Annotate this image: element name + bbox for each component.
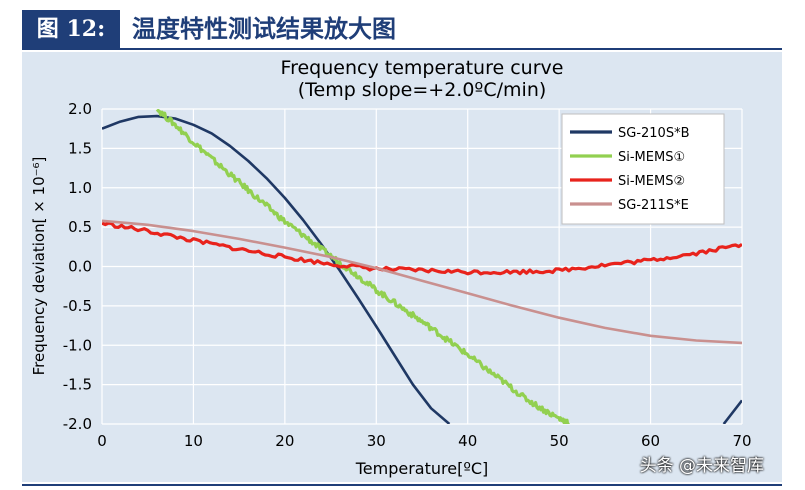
legend-label: SG-210S*B — [618, 126, 690, 141]
legend-label: SG-211S*E — [618, 198, 689, 213]
x-tick-label: 70 — [732, 432, 751, 450]
legend: SG-210S*B Si-MEMS① Si-MEMS② SG-211S*E — [561, 113, 725, 225]
x-tick-label: 0 — [97, 432, 107, 450]
chart-area: Frequency temperature curve (Temp slope=… — [22, 52, 782, 482]
y-tick-label: 2.0 — [68, 100, 92, 118]
x-tick-label: 10 — [184, 432, 203, 450]
frequency-temperature-chart: Frequency temperature curve (Temp slope=… — [30, 57, 752, 478]
y-tick-label: -0.5 — [63, 297, 92, 315]
tick-labels: 0 10 20 30 40 50 60 70 2.0 1.5 1.0 0.5 0.0 -0.5 -1.0 -1… — [63, 100, 752, 450]
series-lines — [102, 109, 742, 424]
bottom-divider — [22, 484, 782, 486]
y-tick-label: -2.0 — [63, 415, 92, 433]
y-axis-label: Frequency deviation[ × 10⁻⁶] — [30, 157, 48, 376]
series-line-2 — [155, 109, 570, 424]
series-line-1 — [102, 114, 451, 424]
y-tick-label: 1.5 — [68, 139, 92, 157]
x-tick-label: 50 — [550, 432, 569, 450]
x-tick-label: 60 — [641, 432, 660, 450]
y-tick-label: -1.0 — [63, 336, 92, 354]
figure-title: 温度特性测试结果放大图 — [132, 14, 396, 43]
x-tick-label: 30 — [367, 432, 386, 450]
legend-label: Si-MEMS② — [618, 174, 685, 189]
y-tick-label: 1.0 — [68, 179, 92, 197]
series-line-4 — [102, 219, 742, 345]
series-line-1 — [722, 399, 742, 424]
x-tick-label: 40 — [458, 432, 477, 450]
y-tick-label: 0.5 — [68, 218, 92, 236]
figure-label: 图 12: — [22, 10, 120, 48]
chart-subtitle: (Temp slope=+2.0ºC/min) — [298, 79, 547, 101]
watermark-text: 头条 @未来智库 — [639, 456, 764, 476]
y-tick-label: 0.0 — [68, 258, 92, 276]
x-axis-label: Temperature[ºC] — [355, 459, 489, 478]
x-tick-label: 20 — [275, 432, 294, 450]
legend-label: Si-MEMS① — [618, 150, 685, 165]
y-tick-label: -1.5 — [63, 376, 92, 394]
chart-title: Frequency temperature curve — [281, 57, 564, 79]
figure-header: 图 12: 温度特性测试结果放大图 — [22, 10, 782, 50]
series-line-3 — [102, 221, 742, 276]
